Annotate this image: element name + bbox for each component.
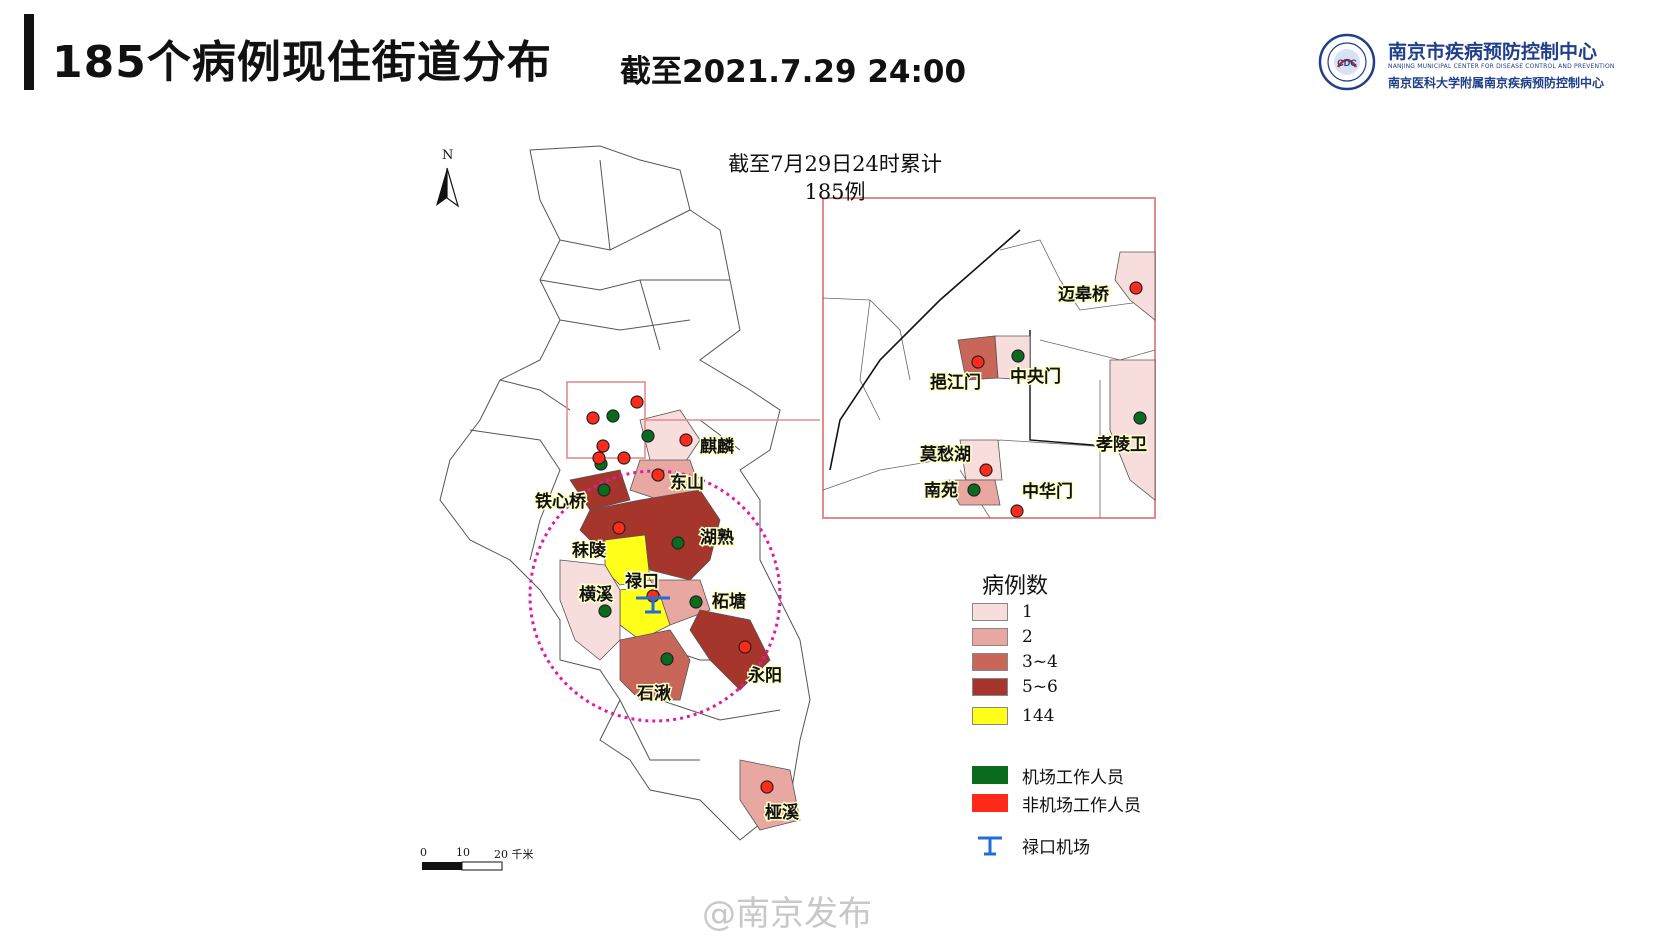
label-hushu: 湖熟 — [700, 527, 734, 548]
inset-label-nanyuan: 南苑 — [924, 480, 958, 501]
marker-non-airport — [630, 395, 644, 409]
legend-row-level2: 2 — [972, 626, 1033, 648]
inset-label-yijiangmen: 挹江门 — [930, 372, 981, 393]
inset-panel — [822, 197, 1156, 519]
legend-label: 3~4 — [1022, 652, 1058, 672]
marker-airport-staff — [641, 429, 655, 443]
watermark: @南京发布 — [702, 894, 872, 934]
map-districts — [559, 409, 801, 831]
legend-swatch — [972, 794, 1008, 812]
label-tiexinqiao: 铁心桥 — [535, 491, 587, 512]
legend-swatch — [972, 766, 1008, 784]
marker-airport-staff — [689, 595, 703, 609]
legend-title: 病例数 — [982, 574, 1049, 599]
marker-airport-staff — [671, 536, 685, 550]
label-moling: 秣陵 — [572, 540, 607, 561]
inset-label-xiaolingwei: 孝陵卫 — [1096, 434, 1147, 455]
marker-airport-staff — [660, 652, 674, 666]
marker-non-airport — [651, 468, 665, 482]
org-name-en: NANJING MUNICIPAL CENTER FOR DISEASE CON… — [1388, 63, 1615, 70]
marker-non-airport — [596, 439, 610, 453]
map-title-line2: 185例 — [804, 180, 866, 204]
marker-non-airport — [592, 451, 606, 465]
map-markers — [586, 395, 774, 794]
legend-swatch — [972, 678, 1008, 696]
legend-row-level4: 5~6 — [972, 676, 1058, 698]
inset-label-maigaoqiao: 迈皋桥 — [1058, 284, 1110, 305]
district-yongyang — [689, 609, 771, 691]
legend-row-non-airport: 非机场工作人员 — [972, 792, 1141, 816]
legend-label: 144 — [1022, 706, 1055, 726]
legend-row-airport-staff: 机场工作人员 — [972, 764, 1124, 788]
legend-row-level3: 3~4 — [972, 651, 1058, 673]
district-zhexi — [739, 759, 801, 831]
place-labels: 麒麟 东山 铁心桥 秣陵 湖熟 禄口 横溪 柘塘 永阳 石湫 桠溪 迈皋桥 挹江… — [534, 283, 1149, 825]
svg-text:CDC: CDC — [1337, 58, 1357, 68]
map-title: 截至7月29日24时累计 185例 — [700, 150, 970, 206]
legend-label: 1 — [1022, 602, 1033, 622]
legend-label: 机场工作人员 — [1022, 767, 1124, 788]
north-arrow-icon — [436, 167, 460, 208]
marker-non-airport — [612, 521, 626, 535]
label-dongshan: 东山 — [670, 472, 704, 493]
org-name: 南京市疾病预防控制中心 — [1388, 41, 1598, 63]
scale-bar — [422, 861, 503, 871]
inset-marker-airport-staff — [1011, 349, 1025, 363]
legend-swatch — [972, 707, 1008, 725]
label-qilin: 麒麟 — [700, 436, 735, 457]
inset-label-zhongyangmen: 中央门 — [1010, 366, 1061, 387]
page-title: 185个病例现住街道分布 — [52, 37, 552, 88]
legend-row-airport: 禄口机场 — [972, 834, 1090, 858]
airport-icon — [972, 834, 1008, 856]
scale-label: 0 — [420, 846, 427, 859]
legend-swatch — [972, 628, 1008, 646]
legend-label: 非机场工作人员 — [1022, 795, 1141, 816]
legend-label: 禄口机场 — [1022, 837, 1090, 858]
legend-label: 2 — [1022, 627, 1033, 647]
marker-non-airport — [586, 411, 600, 425]
cdc-seal-icon: CDC — [1318, 33, 1376, 91]
inset-marker-airport-staff — [1133, 411, 1147, 425]
marker-airport-staff — [597, 483, 611, 497]
inset-marker-non-airport — [1010, 504, 1024, 518]
scale-label: 20 千米 — [494, 848, 534, 861]
map-title-line1: 截至7月29日24时累计 — [728, 152, 942, 176]
legend-row-level1: 1 — [972, 601, 1033, 623]
scale-label: 10 — [456, 846, 470, 859]
label-yongyang: 永阳 — [747, 665, 782, 686]
marker-non-airport — [760, 780, 774, 794]
org-subtitle: 南京医科大学附属南京疾病预防控制中心 — [1388, 76, 1605, 90]
legend-swatch — [972, 603, 1008, 621]
marker-non-airport — [679, 433, 693, 447]
org-logo-block: CDC 南京市疾病预防控制中心 NANJING MUNICIPAL CENTER… — [1318, 33, 1628, 93]
inset-marker-non-airport — [971, 355, 985, 369]
marker-non-airport — [617, 451, 631, 465]
inset-district-xiaolingwei — [1109, 359, 1156, 501]
inset-marker-airport-staff — [967, 483, 981, 497]
marker-non-airport — [738, 640, 752, 654]
label-shiqiu: 石湫 — [636, 684, 672, 704]
label-zhetang: 柘塘 — [712, 591, 746, 612]
legend-row-level5: 144 — [972, 705, 1054, 727]
marker-airport-staff — [606, 409, 620, 423]
title-accent-bar — [24, 14, 34, 90]
inset-label-zhonghuamen: 中华门 — [1022, 481, 1073, 502]
label-zhexi: 桠溪 — [765, 802, 800, 823]
label-hengxi: 横溪 — [579, 584, 614, 605]
inset-label-mochouhu: 莫愁湖 — [919, 444, 971, 465]
inset-marker-non-airport — [1129, 281, 1143, 295]
legend-label: 5~6 — [1022, 677, 1058, 697]
legend-swatch — [972, 653, 1008, 671]
district-hengxi — [559, 559, 621, 661]
north-label: N — [442, 148, 454, 163]
page-subtitle: 截至2021.7.29 24:00 — [620, 54, 967, 90]
inset-marker-non-airport — [979, 463, 993, 477]
label-lukou: 禄口 — [625, 571, 659, 592]
district-shiqiu — [619, 629, 691, 701]
district-qilin — [639, 409, 701, 471]
airport-icon — [636, 596, 670, 614]
map-inset-connector — [566, 381, 820, 459]
marker-airport-staff — [598, 604, 612, 618]
